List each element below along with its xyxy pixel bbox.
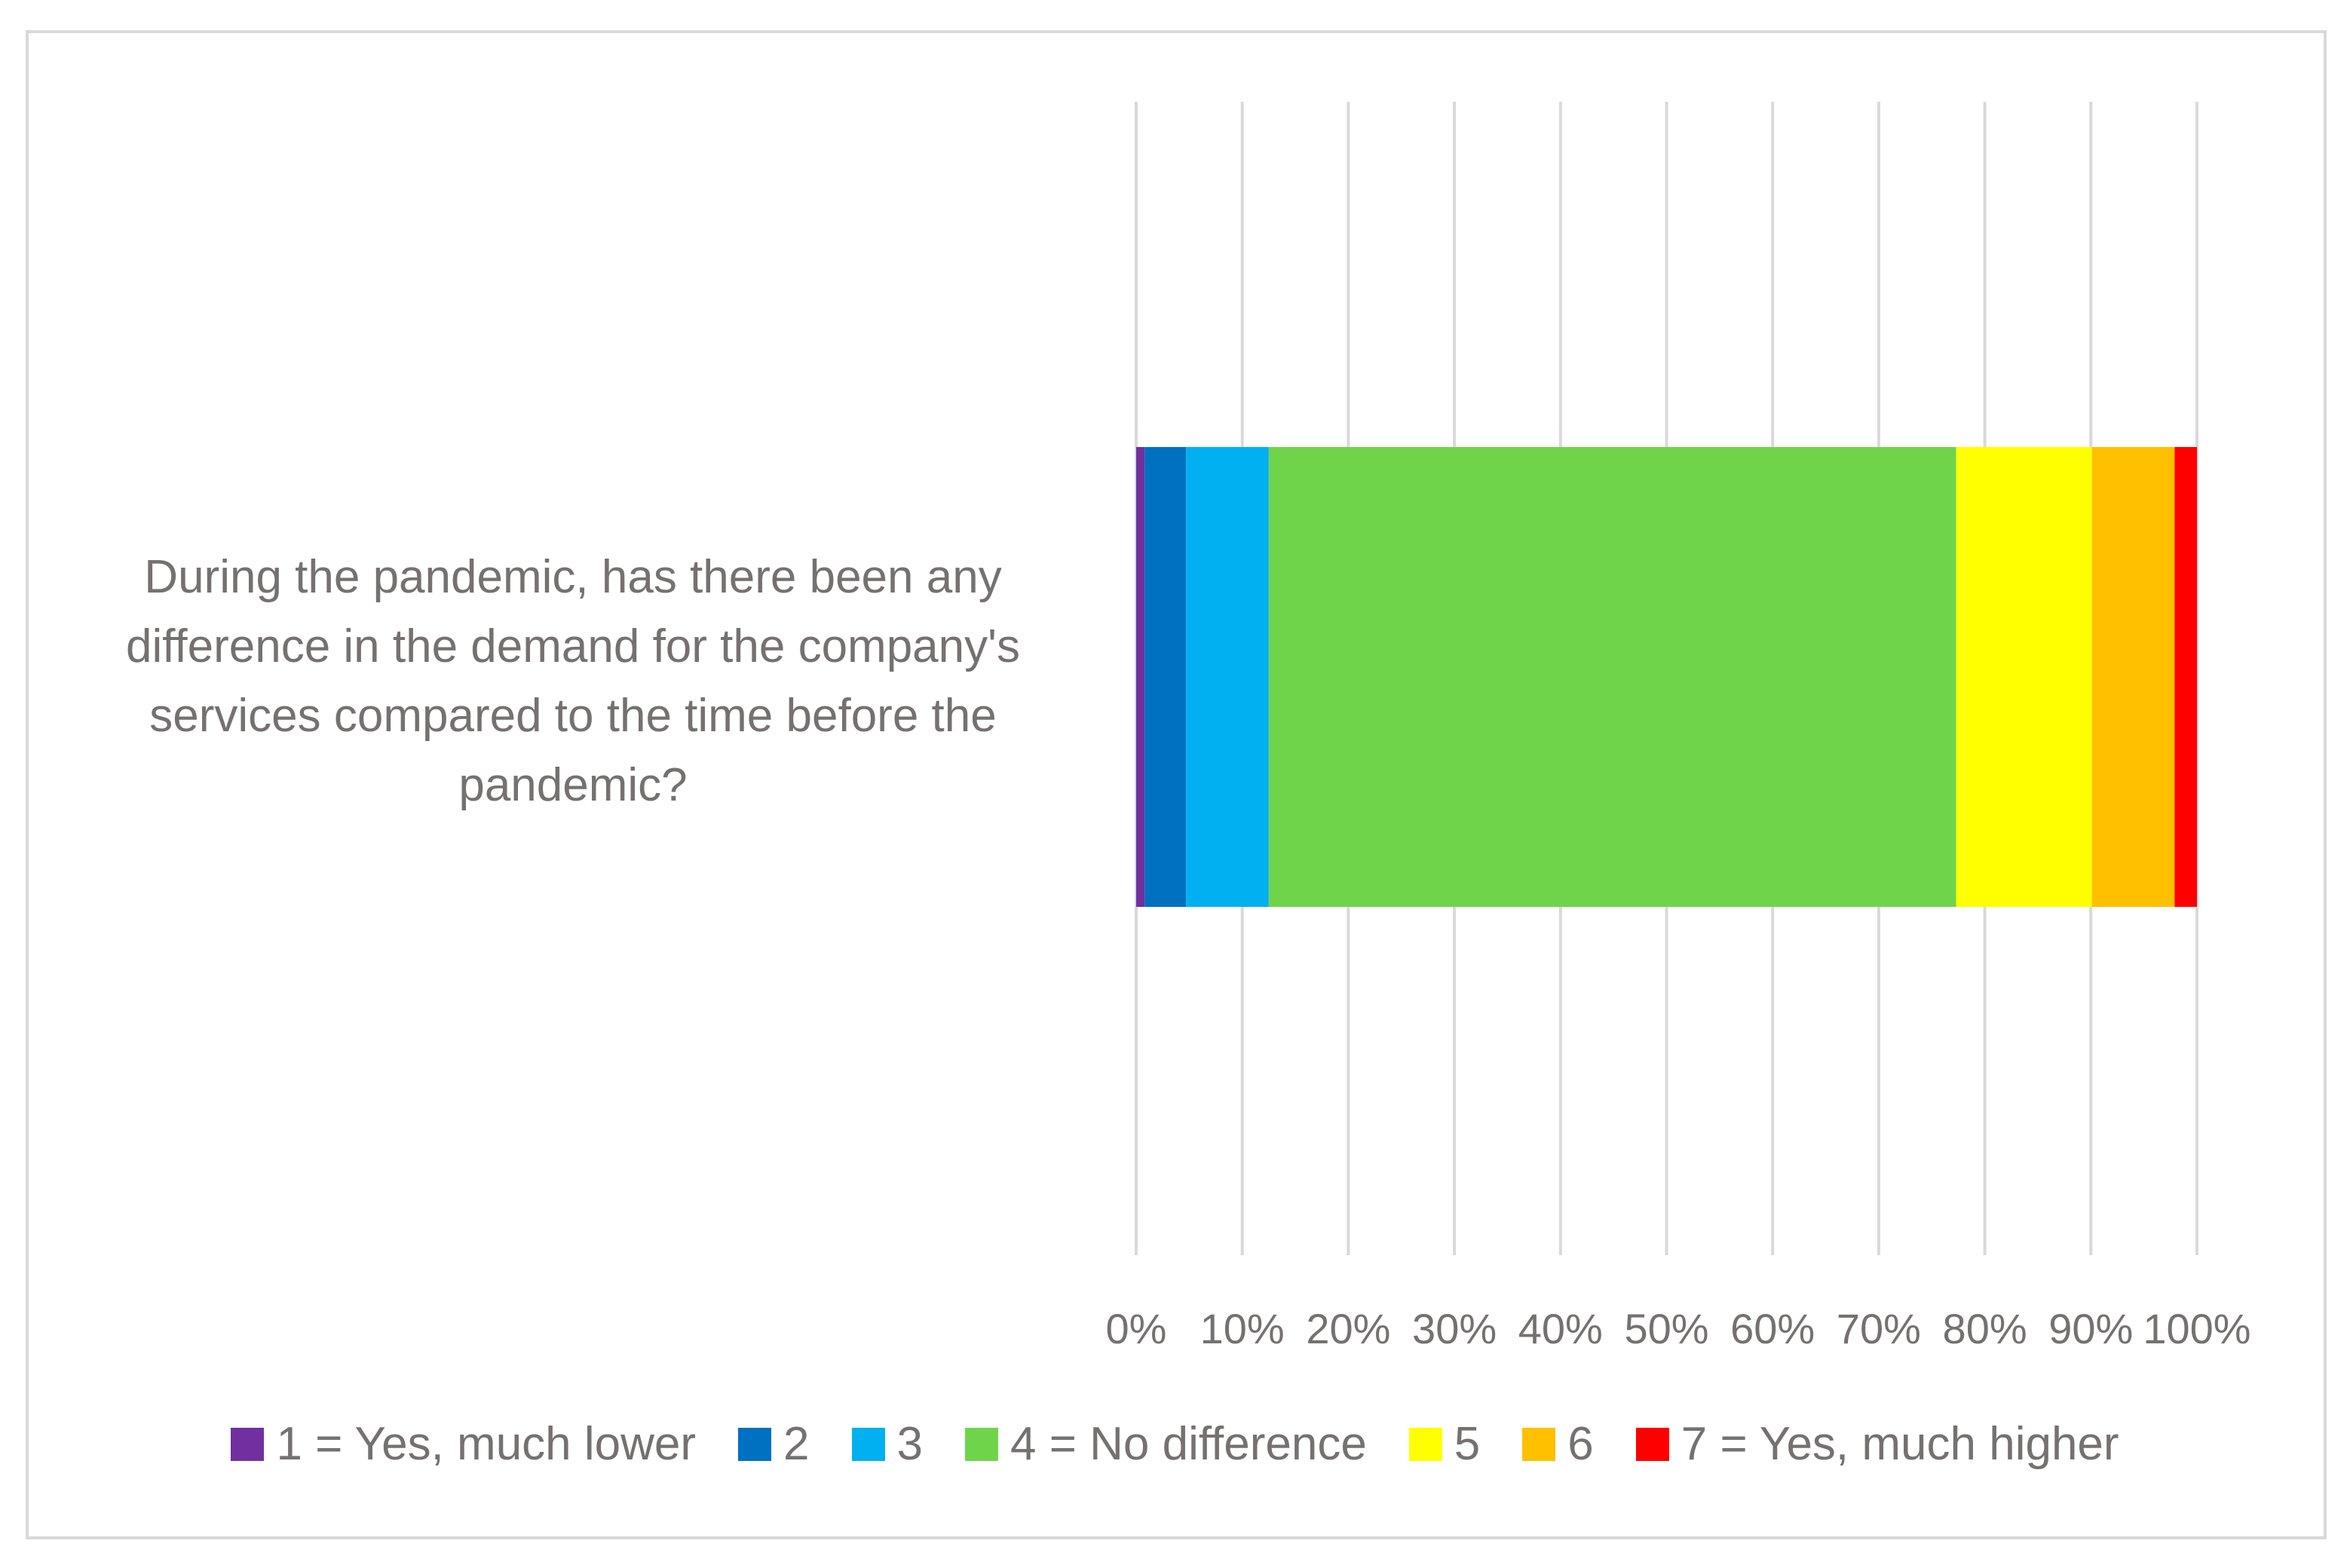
- x-tick-label: 80%: [1943, 1305, 2027, 1352]
- x-tick-label: 20%: [1306, 1305, 1390, 1352]
- legend-label: 6: [1567, 1418, 1594, 1470]
- legend-label: 1 = Yes, much lower: [276, 1418, 697, 1470]
- legend-item: 6: [1522, 1417, 1594, 1471]
- legend-swatch: [738, 1427, 772, 1461]
- legend: 1 = Yes, much lower 2 3 4 = No difference 5 6…: [0, 1417, 2350, 1471]
- x-tick-label: 60%: [1730, 1305, 1815, 1352]
- legend-item: 7 = Yes, much higher: [1635, 1417, 2119, 1471]
- legend-label: 5: [1454, 1418, 1481, 1470]
- legend-swatch: [231, 1427, 265, 1461]
- x-tick-label: 0%: [1106, 1305, 1167, 1352]
- x-tick-label: 70%: [1837, 1305, 1921, 1352]
- legend-item: 3: [851, 1417, 924, 1471]
- legend-swatch: [965, 1427, 999, 1461]
- x-tick-label: 40%: [1518, 1305, 1603, 1352]
- x-tick-label: 90%: [2048, 1305, 2133, 1352]
- x-tick-label: 30%: [1412, 1305, 1497, 1352]
- legend-swatch: [1408, 1427, 1442, 1461]
- legend-swatch: [1522, 1427, 1556, 1461]
- bar-segment: [2091, 447, 2175, 907]
- legend-label: 2: [783, 1418, 810, 1470]
- x-tick-label: 100%: [2143, 1305, 2250, 1352]
- bar-segment: [1186, 447, 1269, 907]
- legend-item: 5: [1408, 1417, 1481, 1471]
- bar-segment: [2174, 447, 2197, 907]
- bar-segment: [1956, 447, 2092, 907]
- legend-item: 2: [738, 1417, 810, 1471]
- legend-label: 7 = Yes, much higher: [1681, 1418, 2119, 1470]
- bar-segment: [1268, 447, 1956, 907]
- bar-segment: [1136, 447, 1145, 907]
- legend-swatch: [851, 1427, 885, 1461]
- legend-label: 4 = No difference: [1010, 1418, 1367, 1470]
- legend-item: 4 = No difference: [965, 1417, 1367, 1471]
- x-tick-label: 10%: [1200, 1305, 1285, 1352]
- category-label: During the pandemic, has there been any …: [126, 551, 1020, 811]
- legend-swatch: [1635, 1427, 1669, 1461]
- legend-item: 1 = Yes, much lower: [231, 1417, 696, 1471]
- bar-segment: [1144, 447, 1187, 907]
- legend-label: 3: [896, 1418, 924, 1470]
- x-tick-label: 50%: [1624, 1305, 1708, 1352]
